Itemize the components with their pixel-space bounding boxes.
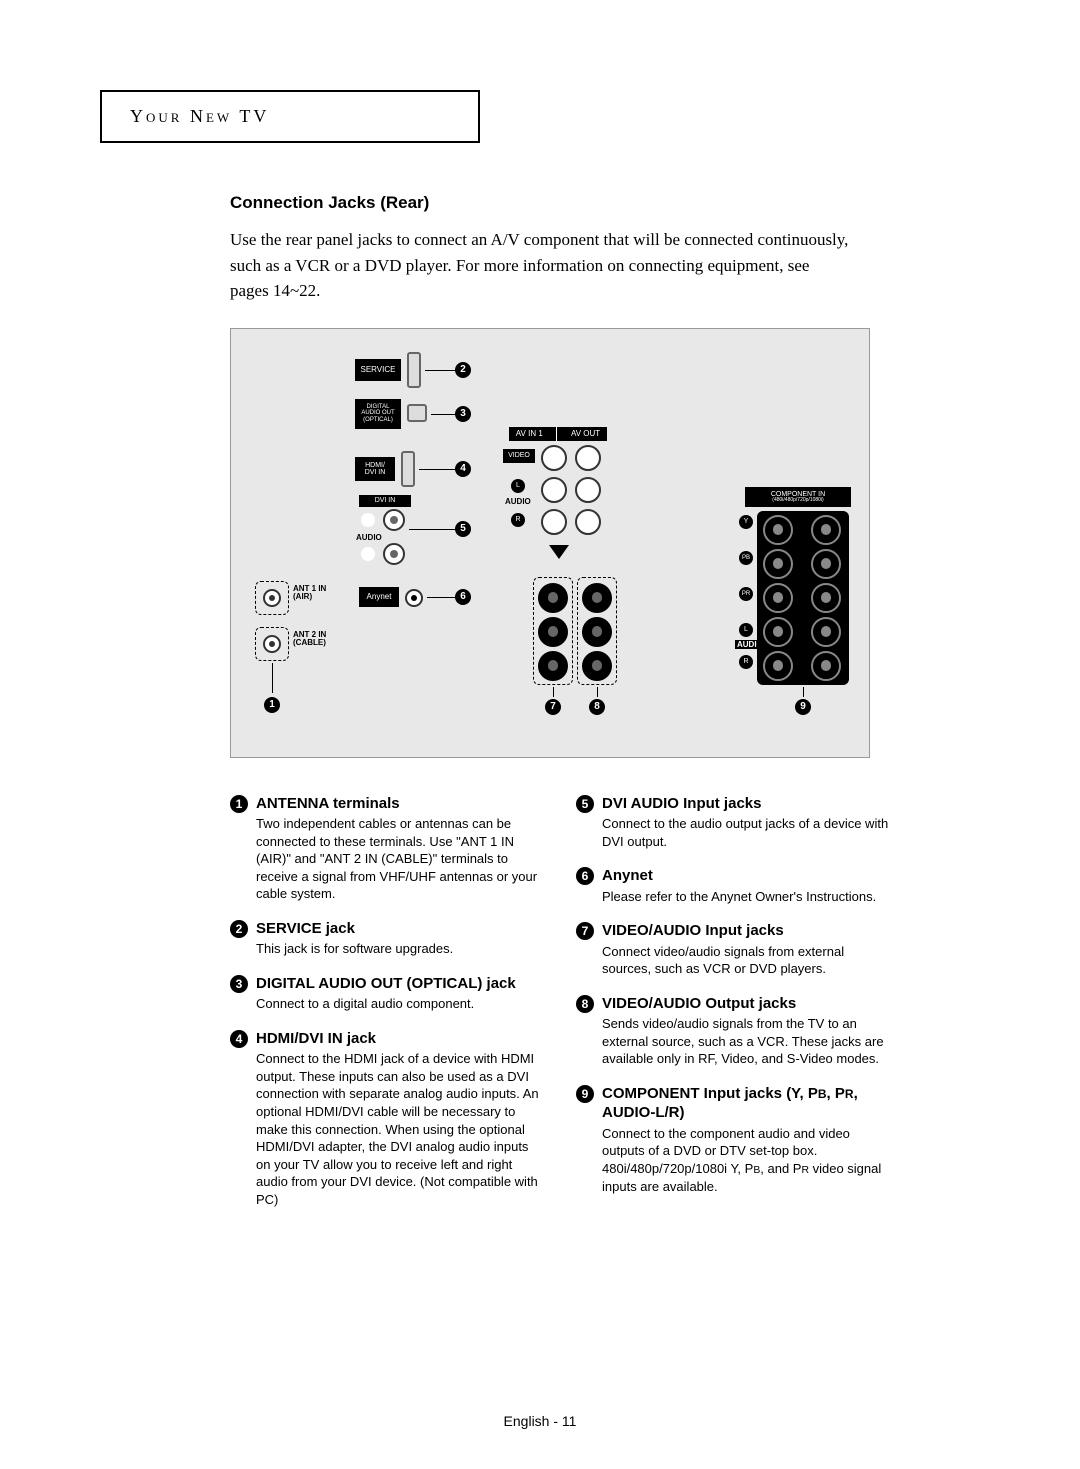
entry-6: 6 Anynet Please refer to the Anynet Owner'… — [576, 866, 890, 905]
entry-8: 8 VIDEO/AUDIO Output jacksSends video/aud… — [576, 994, 890, 1068]
entry-title: DIGITAL AUDIO OUT (OPTICAL) jack — [256, 974, 544, 994]
ant1-label: ANT 1 IN(AIR) — [293, 585, 326, 603]
description-columns: 1 ANTENNA terminalsTwo independent cables… — [230, 794, 890, 1225]
entry-title: HDMI/DVI IN jack — [256, 1029, 544, 1049]
entry-number: 6 — [576, 867, 594, 885]
entry-desc: Connect to the audio output jacks of a d… — [602, 815, 890, 850]
entry-desc: Sends video/audio signals from the TV to… — [602, 1015, 890, 1068]
entry-desc: Please refer to the Anynet Owner's Instr… — [602, 888, 890, 906]
entry-5: 5 DVI AUDIO Input jacksConnect to the aud… — [576, 794, 890, 851]
entry-number: 3 — [230, 975, 248, 993]
av-l-in — [541, 477, 567, 503]
anynet-label: Anynet — [359, 587, 399, 607]
callout-4: 4 — [455, 461, 471, 477]
l-badge: L — [361, 513, 375, 527]
section-title: Connection Jacks (Rear) — [230, 193, 980, 213]
callout-1: 1 — [264, 697, 280, 713]
callout-2: 2 — [455, 362, 471, 378]
left-column: 1 ANTENNA terminalsTwo independent cables… — [230, 794, 544, 1225]
entry-desc: Connect to the component audio and video… — [602, 1125, 890, 1196]
digital-audio-label: DIGITALAUDIO OUT(OPTICAL) — [355, 399, 401, 429]
entry-9: 9 COMPONENT Input jacks (Y, PB, PR, AUDIO… — [576, 1084, 890, 1196]
dvi-l-jack — [383, 509, 405, 531]
video-out-jack — [575, 445, 601, 471]
r-badge-av: R — [511, 513, 525, 527]
service-label: SERVICE — [355, 359, 401, 381]
dvi-in-label: DVI IN — [359, 495, 411, 507]
callout-7: 7 — [545, 699, 561, 715]
rear-panel-diagram: SERVICE 2 DIGITALAUDIO OUT(OPTICAL) 3 HD… — [230, 328, 870, 758]
video-label: VIDEO — [503, 449, 535, 463]
dvi-r-jack — [383, 543, 405, 565]
anynet-jack — [405, 589, 423, 607]
entry-desc: Connect video/audio signals from externa… — [602, 943, 890, 978]
entry-number: 2 — [230, 920, 248, 938]
right-column: 5 DVI AUDIO Input jacksConnect to the aud… — [576, 794, 890, 1225]
page-footer: English - 11 — [0, 1413, 1080, 1429]
entry-title: COMPONENT Input jacks (Y, PB, PR, AUDIO-… — [602, 1084, 890, 1123]
hdmi-label: HDMI/DVI IN — [355, 457, 395, 481]
entry-desc: Two independent cables or antennas can b… — [256, 815, 544, 903]
hdmi-port — [401, 451, 415, 487]
entry-number: 1 — [230, 795, 248, 813]
arrow-down-icon — [549, 545, 569, 559]
page-header-box: Your New TV — [100, 90, 480, 143]
callout-3: 3 — [455, 406, 471, 422]
entry-1: 1 ANTENNA terminalsTwo independent cables… — [230, 794, 544, 903]
av-header: AV IN 1AV OUT — [509, 427, 607, 441]
video-in-jack — [541, 445, 567, 471]
callout-6: 6 — [455, 589, 471, 605]
entry-desc: This jack is for software upgrades. — [256, 940, 544, 958]
av-r-in — [541, 509, 567, 535]
ant2-label: ANT 2 IN(CABLE) — [293, 631, 326, 649]
entry-2: 2 SERVICE jackThis jack is for software u… — [230, 919, 544, 958]
entry-title: ANTENNA terminals — [256, 794, 544, 814]
entry-title: Anynet — [602, 866, 890, 886]
entry-title: VIDEO/AUDIO Output jacks — [602, 994, 890, 1014]
entry-4: 4 HDMI/DVI IN jackConnect to the HDMI jac… — [230, 1029, 544, 1208]
entry-desc: Connect to a digital audio component. — [256, 995, 544, 1013]
av-l-out — [575, 477, 601, 503]
callout-8: 8 — [589, 699, 605, 715]
audio-label-dvi: AUDIO — [356, 533, 382, 542]
component-header: COMPONENT IN(480i/480p/720p/1080i) — [745, 487, 851, 507]
entry-title: SERVICE jack — [256, 919, 544, 939]
l-badge-av: L — [511, 479, 525, 493]
optical-port — [407, 404, 427, 422]
av-r-out — [575, 509, 601, 535]
entry-number: 7 — [576, 922, 594, 940]
page-header-text: Your New TV — [130, 106, 269, 126]
entry-7: 7 VIDEO/AUDIO Input jacksConnect video/au… — [576, 921, 890, 978]
entry-desc: Connect to the HDMI jack of a device wit… — [256, 1050, 544, 1208]
service-port — [407, 352, 421, 388]
entry-number: 9 — [576, 1085, 594, 1103]
entry-number: 4 — [230, 1030, 248, 1048]
r-badge: R — [361, 547, 375, 561]
audio-label-av: AUDIO — [505, 497, 531, 506]
intro-text: Use the rear panel jacks to connect an A… — [230, 227, 850, 304]
entry-title: DVI AUDIO Input jacks — [602, 794, 890, 814]
entry-number: 8 — [576, 995, 594, 1013]
callout-9: 9 — [795, 699, 811, 715]
entry-3: 3 DIGITAL AUDIO OUT (OPTICAL) jackConnect… — [230, 974, 544, 1013]
entry-title: VIDEO/AUDIO Input jacks — [602, 921, 890, 941]
callout-5: 5 — [455, 521, 471, 537]
entry-number: 5 — [576, 795, 594, 813]
